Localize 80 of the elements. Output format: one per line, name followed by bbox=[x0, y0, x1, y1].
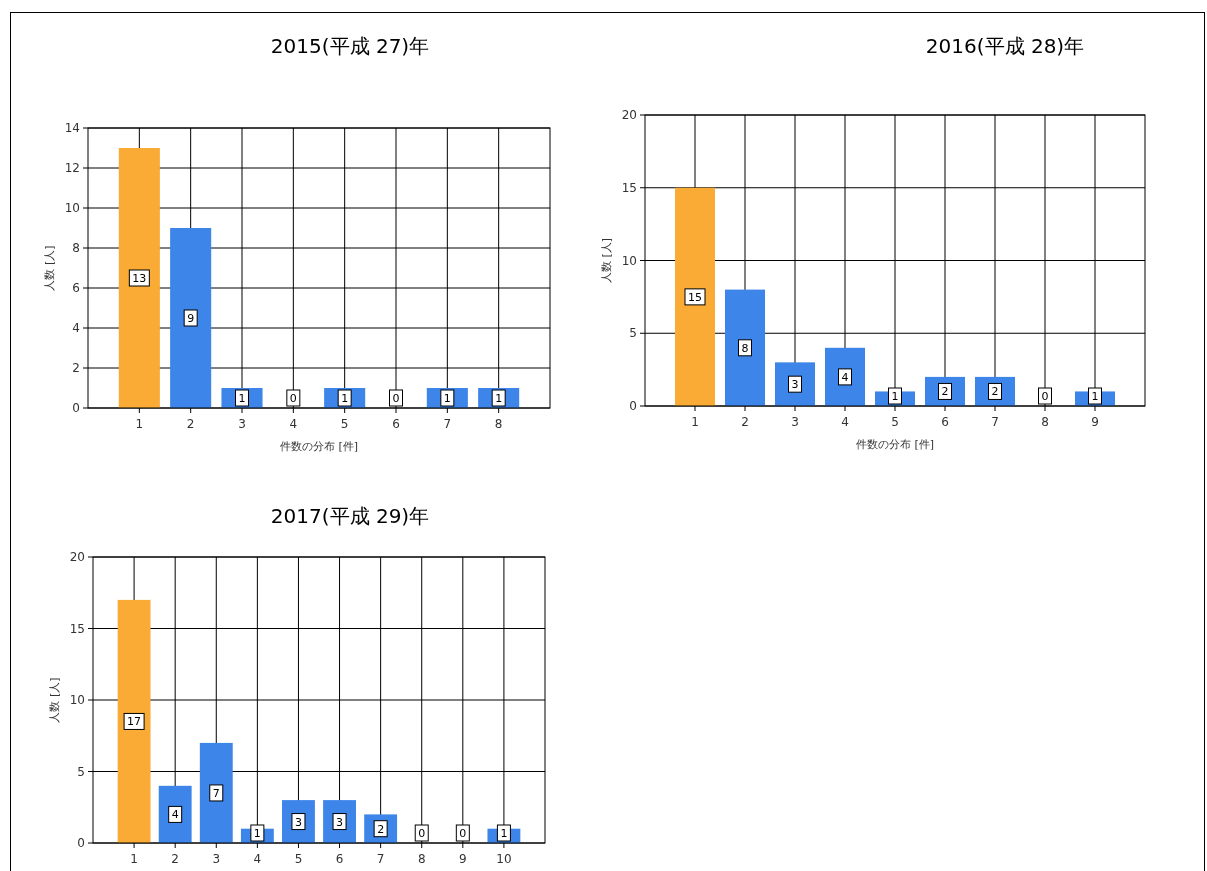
data-label: 1 bbox=[253, 827, 261, 840]
data-label: 15 bbox=[688, 290, 702, 304]
x-tick-label: 7 bbox=[443, 417, 452, 431]
x-tick-label: 5 bbox=[340, 417, 349, 431]
y-tick-label: 10 bbox=[621, 253, 637, 268]
data-label: 1 bbox=[238, 392, 246, 405]
x-tick-label: 6 bbox=[335, 852, 344, 866]
x-tick-label: 6 bbox=[941, 415, 949, 429]
y-tick-label: 5 bbox=[629, 326, 637, 341]
y-tick-label: 2 bbox=[72, 361, 80, 375]
x-tick-label: 1 bbox=[135, 417, 144, 431]
data-label: 0 bbox=[459, 827, 467, 840]
data-label: 7 bbox=[212, 786, 220, 800]
data-label: 2 bbox=[941, 385, 949, 399]
data-label: 0 bbox=[418, 827, 426, 840]
x-tick-label: 7 bbox=[376, 852, 385, 866]
y-axis-title: 人数 [人] bbox=[43, 245, 56, 291]
y-tick-label: 0 bbox=[72, 401, 80, 415]
y-tick-label: 10 bbox=[69, 693, 85, 707]
x-tick-label: 4 bbox=[289, 417, 298, 431]
data-label: 3 bbox=[791, 378, 799, 392]
data-label: 2 bbox=[991, 385, 999, 399]
x-tick-label: 3 bbox=[212, 852, 221, 866]
x-tick-label: 5 bbox=[891, 415, 899, 429]
x-tick-label: 3 bbox=[791, 415, 799, 429]
y-tick-label: 15 bbox=[621, 180, 637, 195]
data-label: 4 bbox=[171, 808, 179, 822]
data-label: 3 bbox=[336, 815, 344, 829]
chart-title: 2017(平成 29)年 bbox=[270, 504, 430, 528]
x-tick-label: 2 bbox=[186, 417, 195, 431]
y-tick-label: 14 bbox=[64, 121, 80, 135]
data-label: 0 bbox=[1041, 390, 1049, 403]
y-tick-label: 20 bbox=[69, 550, 85, 564]
y-tick-label: 0 bbox=[629, 399, 637, 413]
x-tick-label: 6 bbox=[392, 417, 400, 431]
data-label: 0 bbox=[289, 392, 297, 405]
x-tick-label: 2 bbox=[741, 415, 749, 429]
x-tick-label: 10 bbox=[496, 852, 512, 866]
data-label: 3 bbox=[294, 815, 302, 829]
y-tick-label: 0 bbox=[77, 836, 85, 850]
x-tick-label: 4 bbox=[253, 852, 262, 866]
data-label: 2 bbox=[377, 822, 385, 836]
y-axis-title: 人数 [人] bbox=[48, 677, 61, 723]
y-tick-label: 20 bbox=[621, 108, 637, 122]
x-axis-title: 件数の分布 [件] bbox=[279, 440, 359, 453]
x-tick-label: 8 bbox=[417, 852, 426, 866]
x-tick-label: 2 bbox=[171, 852, 179, 866]
x-tick-label: 8 bbox=[494, 417, 503, 431]
data-label: 1 bbox=[891, 390, 899, 403]
data-label: 4 bbox=[841, 370, 849, 384]
y-tick-label: 15 bbox=[69, 621, 85, 636]
x-tick-label: 9 bbox=[1091, 415, 1099, 429]
y-tick-label: 5 bbox=[77, 764, 85, 779]
data-label: 9 bbox=[187, 312, 195, 325]
y-tick-label: 10 bbox=[64, 201, 80, 215]
data-label: 1 bbox=[341, 392, 349, 405]
x-tick-label: 8 bbox=[1041, 415, 1049, 429]
x-tick-label: 7 bbox=[991, 415, 999, 429]
data-label: 1 bbox=[1091, 390, 1099, 403]
y-tick-label: 8 bbox=[72, 241, 80, 255]
y-axis-title: 人数 [人] bbox=[600, 237, 613, 284]
chart-title: 2016(平成 28)年 bbox=[925, 34, 1085, 58]
x-tick-label: 5 bbox=[294, 852, 303, 866]
y-tick-label: 4 bbox=[72, 321, 80, 335]
chart-title: 2015(平成 27)年 bbox=[270, 34, 430, 58]
y-tick-label: 12 bbox=[64, 161, 80, 175]
data-label: 0 bbox=[392, 392, 400, 405]
x-tick-label: 4 bbox=[841, 415, 849, 429]
x-tick-label: 3 bbox=[238, 417, 246, 431]
data-label: 1 bbox=[495, 392, 503, 405]
data-label: 17 bbox=[127, 715, 142, 729]
x-tick-label: 9 bbox=[459, 852, 467, 866]
x-tick-label: 1 bbox=[691, 415, 699, 429]
x-axis-title: 件数の分布 [件] bbox=[855, 438, 935, 451]
data-label: 13 bbox=[132, 272, 147, 285]
y-tick-label: 6 bbox=[72, 281, 80, 295]
data-label: 1 bbox=[500, 827, 508, 840]
x-tick-label: 1 bbox=[130, 852, 138, 866]
data-label: 8 bbox=[741, 341, 749, 355]
data-label: 1 bbox=[443, 392, 451, 405]
